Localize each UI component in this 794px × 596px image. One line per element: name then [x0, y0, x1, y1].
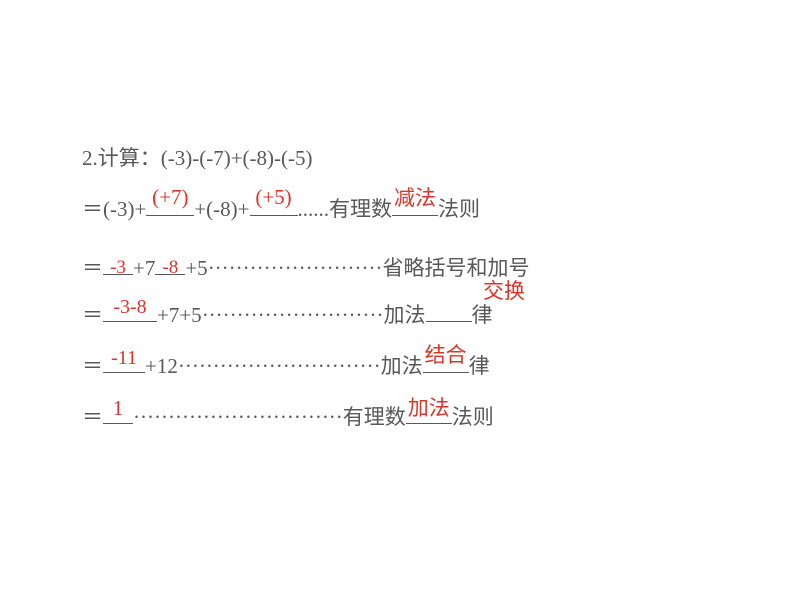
blank-1: (+7)	[146, 215, 194, 216]
problem-number: 2.	[82, 146, 98, 170]
answer-9: 结合	[425, 345, 467, 366]
answer-5: -8	[162, 258, 178, 277]
step2-text: 省略括号和加号	[383, 256, 530, 280]
step2-plus2: +5	[185, 256, 207, 280]
step4-dots: ·····························	[178, 354, 381, 378]
step4-text2: 律	[469, 354, 490, 378]
step1-prefix: ＝(-3)+	[82, 197, 146, 221]
step4-text1: 加法	[381, 354, 423, 378]
step5-text2: 法则	[452, 405, 494, 429]
step-5: ＝1······························有理数加法法则	[82, 407, 722, 428]
answer-11: 加法	[408, 398, 450, 419]
blank-7	[426, 321, 472, 322]
step2-eq: ＝	[82, 256, 103, 280]
blank-5: -8	[155, 274, 185, 275]
blank-11: 加法	[406, 423, 452, 424]
step3-dots: ··························	[202, 303, 384, 327]
blank-8: -11	[103, 372, 145, 373]
step5-eq: ＝	[82, 405, 103, 429]
step-1: ＝(-3)+(+7)+(-8)+(+5)......有理数减法法则	[82, 199, 722, 220]
step3-mid: +7+5	[157, 303, 202, 327]
step5-text1: 有理数	[343, 405, 406, 429]
problem-expression: (-3)-(-7)+(-8)-(-5)	[161, 146, 313, 170]
step5-dots: ······························	[133, 405, 343, 429]
blank-9: 结合	[423, 372, 469, 373]
step3-eq: ＝	[82, 303, 103, 327]
step4-eq: ＝	[82, 354, 103, 378]
problem-statement: 2.计算：(-3)-(-7)+(-8)-(-5)	[82, 148, 722, 169]
answer-8: -11	[111, 348, 137, 368]
step1-text2: 法则	[438, 197, 480, 221]
step1-mid: +(-8)+	[194, 197, 249, 221]
answer-10: 1	[113, 398, 124, 419]
problem-label: 计算：	[98, 146, 161, 170]
blank-10: 1	[103, 423, 133, 424]
step2-plus1: +7	[133, 256, 155, 280]
blank-4: -3	[103, 274, 133, 275]
step-3: 交换 ＝-3-8+7+5··························加法…	[82, 305, 722, 326]
step-4: ＝-11+12·····························加法结合…	[82, 356, 722, 377]
blank-6: -3-8	[103, 321, 157, 322]
answer-6: -3-8	[113, 297, 146, 317]
blank-3: 减法	[392, 215, 438, 216]
step3-text2: 律	[472, 303, 493, 327]
step1-dots: ......	[298, 197, 330, 221]
answer-3: 减法	[394, 188, 436, 209]
step3-text1: 加法	[384, 303, 426, 327]
answer-4: -3	[110, 258, 126, 277]
answer-1: (+7)	[152, 187, 188, 208]
blank-2: (+5)	[250, 215, 298, 216]
math-problem: 2.计算：(-3)-(-7)+(-8)-(-5) ＝(-3)+(+7)+(-8)…	[82, 148, 722, 462]
step4-mid: +12	[145, 354, 178, 378]
answer-above-4: 交换	[483, 281, 525, 302]
step2-dots: ·························	[208, 256, 383, 280]
answer-2: (+5)	[255, 187, 291, 208]
step1-text1: 有理数	[329, 197, 392, 221]
step-2: ＝-3+7-8+5·························省略括号和加…	[82, 258, 722, 279]
